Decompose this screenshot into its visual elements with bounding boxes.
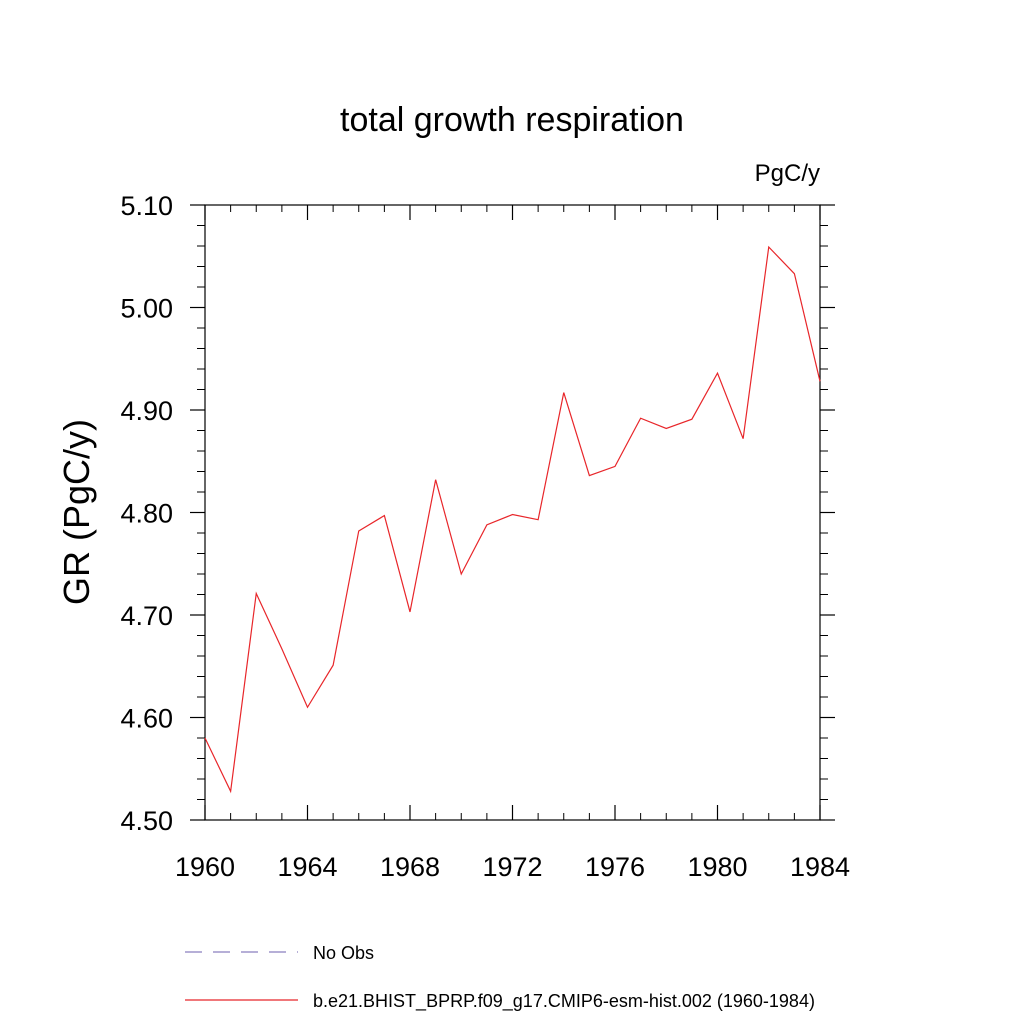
x-tick-label: 1980 xyxy=(687,852,747,882)
legend-label: No Obs xyxy=(313,943,374,963)
plot-frame xyxy=(204,204,821,821)
y-tick-label: 4.70 xyxy=(120,601,173,631)
x-tick-label: 1960 xyxy=(175,852,235,882)
legend: No Obs b.e21.BHIST_BPRP.f09_g17.CMIP6-esm… xyxy=(185,943,815,1012)
legend-label: b.e21.BHIST_BPRP.f09_g17.CMIP6-esm-hist.… xyxy=(313,991,815,1012)
series-line xyxy=(204,245,821,794)
y-tick-label: 4.50 xyxy=(120,806,173,836)
series-layer xyxy=(204,245,821,794)
y-tick-label: 4.60 xyxy=(120,704,173,734)
x-tick-label: 1972 xyxy=(482,852,542,882)
x-tick-label: 1976 xyxy=(585,852,645,882)
y-tick-label: 4.90 xyxy=(120,396,173,426)
y-tick-label: 5.10 xyxy=(120,191,173,221)
tick-labels: 1960 1964 1968 1972 1976 1980 1984 4.50 4.60 4.70… xyxy=(120,191,850,882)
units-label: PgC/y xyxy=(755,160,820,187)
y-tick-label: 4.80 xyxy=(120,499,173,529)
y-axis-label: GR (PgC/y) xyxy=(56,419,97,605)
x-tick-label: 1964 xyxy=(277,852,337,882)
axis-ticks xyxy=(190,204,835,821)
x-tick-label: 1984 xyxy=(790,852,850,882)
chart-title: total growth respiration xyxy=(340,101,684,139)
y-tick-label: 5.00 xyxy=(120,294,173,324)
x-tick-label: 1968 xyxy=(380,852,440,882)
